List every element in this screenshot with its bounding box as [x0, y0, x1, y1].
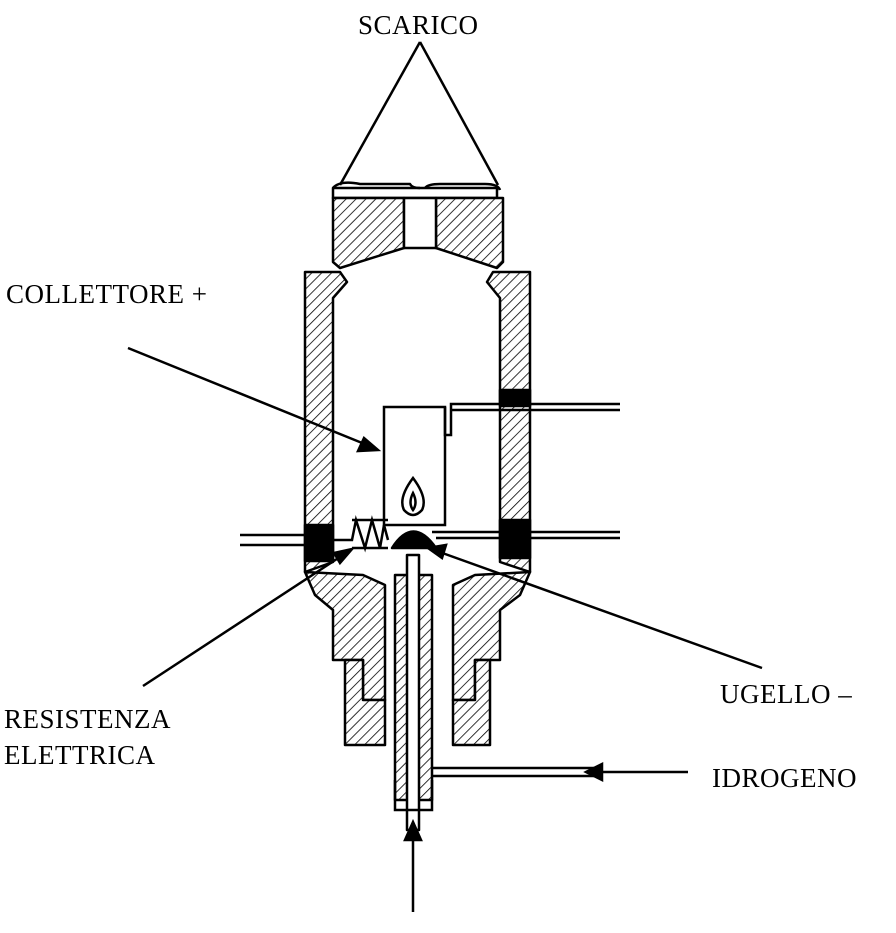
- label-resistenza-1: RESISTENZA: [4, 704, 171, 734]
- insulator-left: [303, 523, 335, 563]
- jet-channel: [405, 553, 421, 832]
- bottom-block-right: [451, 658, 492, 747]
- collector: [382, 405, 447, 527]
- label-scarico: SCARICO: [358, 10, 479, 40]
- bottom-block: [343, 658, 387, 747]
- top-cap: [331, 186, 499, 200]
- top-block: [331, 196, 406, 270]
- collector-lead: [443, 402, 620, 437]
- flame-icon: [401, 475, 425, 517]
- label-ugello: UGELLO –: [720, 679, 853, 709]
- label-idrogeno: IDROGENO: [712, 763, 857, 793]
- jet-tip: [390, 530, 438, 550]
- top-block-right: [434, 196, 505, 270]
- label-collettore: COLLETTORE +: [6, 279, 208, 309]
- insulator-right-high: [498, 388, 532, 408]
- label-resistenza-2: ELETTRICA: [4, 740, 156, 770]
- heater: [240, 515, 390, 553]
- top-port: [402, 196, 438, 250]
- base-right: [451, 570, 532, 702]
